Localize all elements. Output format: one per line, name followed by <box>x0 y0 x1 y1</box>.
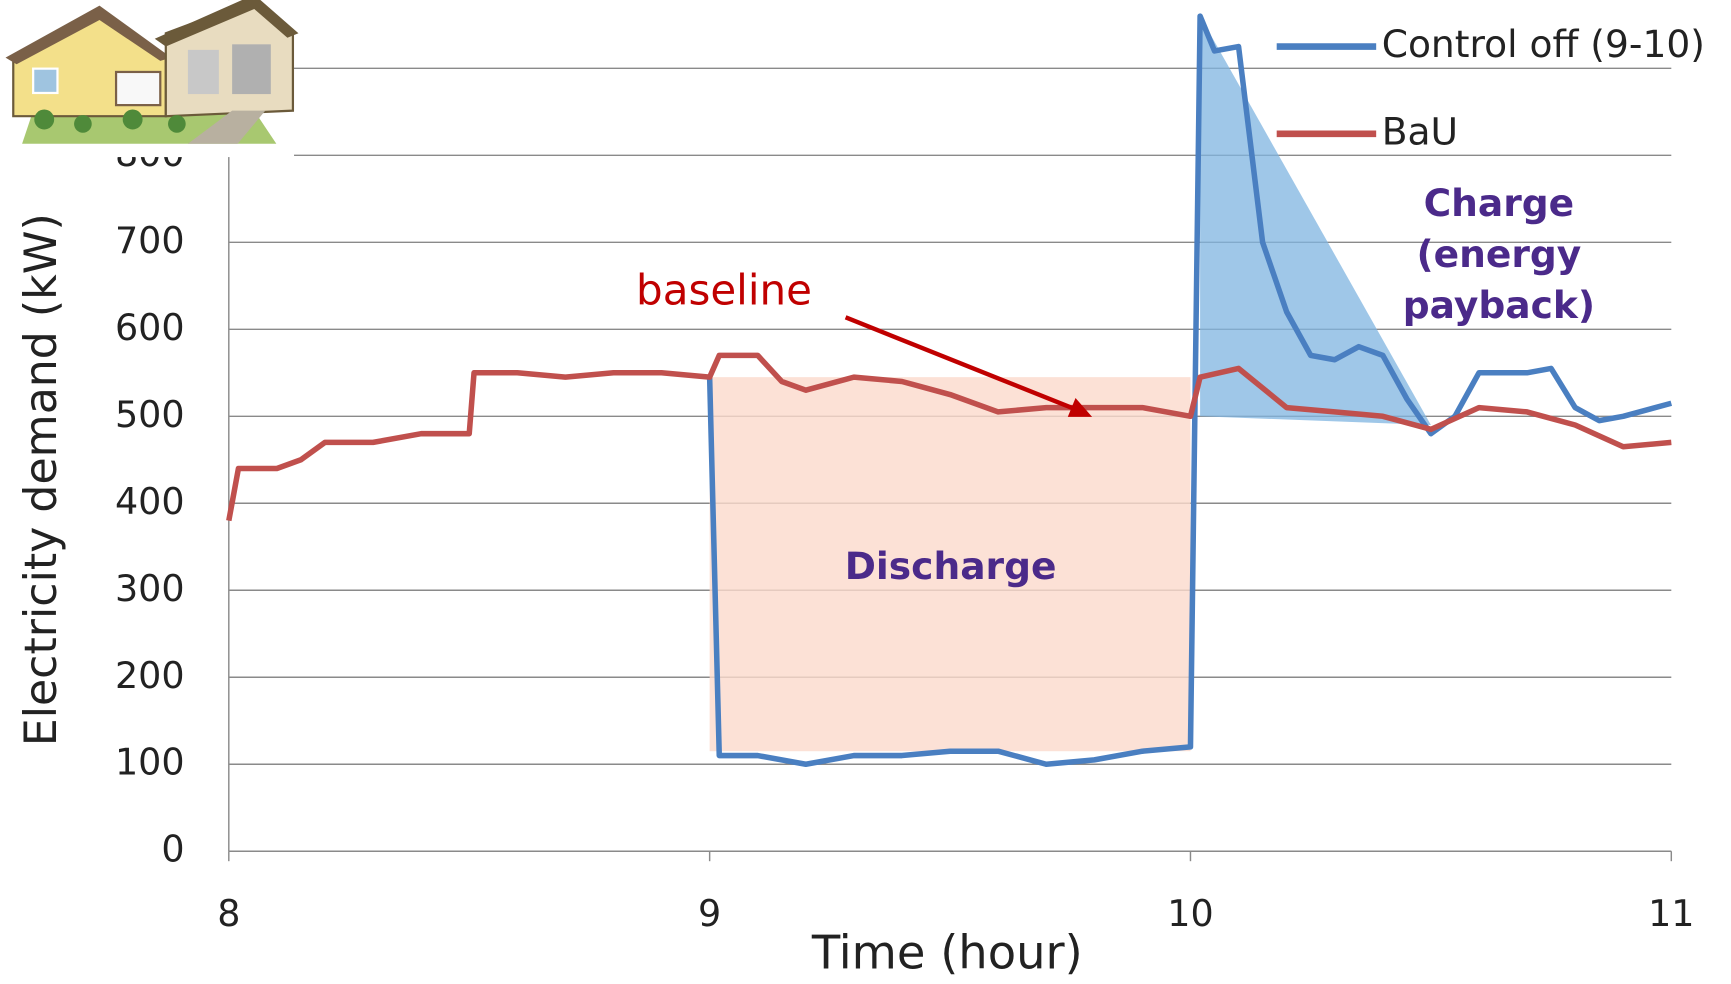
discharge-area <box>709 377 1191 752</box>
charge-label: payback) <box>1403 283 1595 327</box>
y-tick-label: 100 <box>115 741 185 784</box>
charge-label: (energy <box>1416 232 1581 276</box>
baseline-arrowhead <box>1067 398 1093 417</box>
plot-back: 0100200300400500600700800900891011 <box>115 0 1695 935</box>
y-tick-label: 400 <box>115 480 185 523</box>
y-tick-label: 600 <box>115 306 185 349</box>
x-tick-label: 11 <box>1648 892 1694 935</box>
y-tick-label: 200 <box>115 654 185 697</box>
y-axis-label: Electricity demand (kW) <box>16 213 67 746</box>
charge-label: Charge <box>1424 181 1575 225</box>
charge-area <box>1200 16 1431 425</box>
baseline-arrow <box>844 315 1079 413</box>
plot-front: Control off (9-10) BaU Discharge Charge (ene… <box>226 13 1705 768</box>
y-tick-label: 300 <box>115 567 185 610</box>
y-tick-label: 500 <box>115 393 185 436</box>
x-axis-label: Time (hour) <box>811 926 1083 980</box>
data-line <box>706 13 1673 768</box>
data-line <box>226 352 1672 522</box>
x-tick-label: 8 <box>217 892 240 935</box>
y-tick-label: 0 <box>161 828 184 871</box>
x-tick-label: 10 <box>1167 892 1213 935</box>
discharge-label: Discharge <box>845 544 1057 588</box>
legend-label: BaU <box>1382 109 1458 153</box>
baseline-label: baseline <box>636 266 812 315</box>
y-tick-label: 700 <box>115 219 185 262</box>
x-tick-label: 9 <box>698 892 721 935</box>
house-illustration <box>0 0 299 158</box>
legend-label: Control off (9-10) <box>1382 22 1705 66</box>
